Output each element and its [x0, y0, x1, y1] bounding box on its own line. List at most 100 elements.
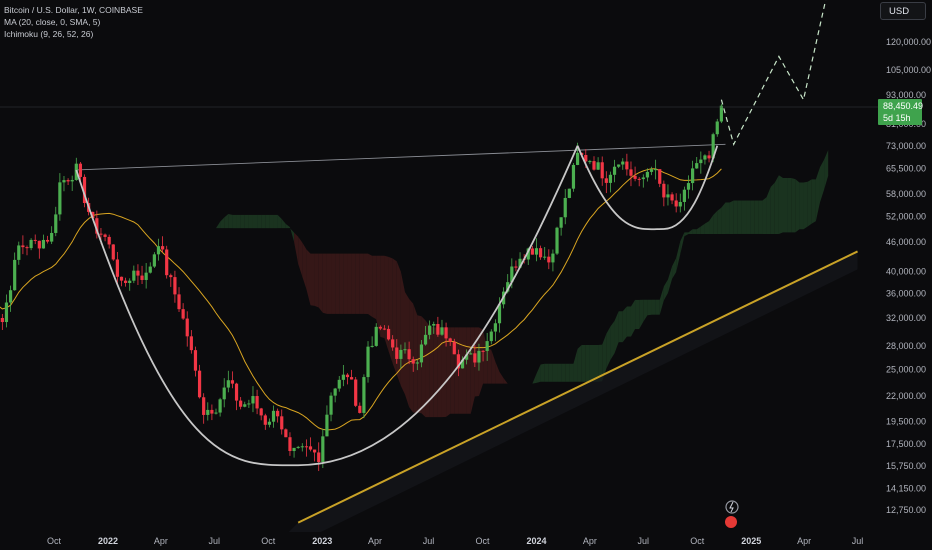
candle-body — [658, 169, 662, 184]
candle-body — [66, 180, 70, 182]
time-axis-labels: Oct 2022 Apr Jul Oct 2023 Apr Jul Oct 2024 Apr Jul O… — [47, 536, 863, 546]
cloud-segment — [700, 223, 705, 234]
candle-body — [592, 161, 596, 170]
candle-body — [202, 397, 206, 415]
candle-body — [391, 339, 395, 348]
candle-body — [555, 227, 559, 254]
cloud-segment — [339, 253, 344, 314]
cloud-segment — [680, 232, 685, 255]
candle-body — [325, 414, 329, 437]
candle-body — [226, 380, 230, 388]
candle-body — [645, 171, 650, 178]
candle-body — [222, 387, 226, 400]
ichimoku-indicator-label[interactable]: Ichimoku (9, 26, 52, 26) — [4, 29, 94, 39]
cloud-segment — [322, 253, 327, 314]
candle-body — [29, 239, 33, 249]
cloud-segment — [487, 348, 492, 384]
candle-body — [292, 447, 296, 452]
resistance-line[interactable] — [76, 143, 726, 171]
candle-body — [259, 408, 263, 416]
candle-body — [345, 374, 350, 378]
cloud-segment — [400, 271, 405, 395]
last-price-tag: 88,450.49 5d 15h — [878, 99, 923, 125]
candle-body — [0, 318, 4, 323]
price-tick-label: 73,000.00 — [886, 141, 926, 151]
candle-body — [637, 178, 641, 180]
candle-body — [337, 379, 341, 389]
candle-body — [571, 164, 576, 189]
cloud-segment — [573, 348, 578, 382]
candle-body — [45, 239, 50, 242]
trend-channel-fill — [270, 251, 858, 550]
candle-body — [399, 349, 403, 359]
candle-body — [17, 245, 21, 260]
projection-path[interactable] — [720, 0, 828, 146]
cloud-segment — [380, 255, 385, 339]
price-axis[interactable] — [878, 0, 932, 550]
time-tick-label: 2022 — [98, 536, 118, 546]
cloud-segment — [709, 215, 714, 234]
cloud-segment — [265, 214, 270, 229]
candle-body — [691, 168, 695, 184]
time-axis[interactable] — [0, 532, 878, 550]
rising-trendline[interactable] — [297, 250, 858, 524]
cloud-segment — [261, 214, 266, 229]
ichimoku-cloud — [92, 150, 829, 418]
ma-indicator-label[interactable]: MA (20, close, 0, SMA, 5) — [4, 17, 101, 27]
symbol-title[interactable]: Bitcoin / U.S. Dollar, 1W, COINBASE — [4, 5, 143, 15]
price-tick-label: 19,500.00 — [886, 416, 926, 426]
cloud-segment — [758, 200, 763, 234]
candle-body — [25, 247, 29, 249]
candle-body — [239, 400, 243, 407]
candle-body — [160, 246, 165, 250]
candle-body — [263, 415, 267, 425]
cloud-segment — [602, 333, 607, 382]
cloud-segment — [310, 253, 315, 306]
candle-body — [181, 309, 185, 319]
lightning-event-icon[interactable] — [725, 500, 739, 514]
cloud-segment — [676, 241, 681, 273]
candle-body — [354, 379, 358, 406]
earnings-event-icon[interactable] — [725, 516, 737, 528]
cup-arc[interactable] — [75, 145, 579, 467]
time-tick-label: Apr — [797, 536, 811, 546]
candle-body — [415, 362, 419, 364]
candle-body — [432, 323, 436, 326]
cloud-segment — [257, 214, 262, 229]
cloud-segment — [589, 345, 594, 382]
cloud-segment — [803, 181, 808, 230]
cloud-segment — [692, 229, 697, 234]
cloud-segment — [314, 253, 319, 308]
candle-body — [13, 259, 17, 291]
currency-button[interactable]: USD — [880, 2, 926, 20]
candle-body — [621, 161, 625, 165]
event-icons[interactable] — [725, 500, 739, 528]
candle-body — [428, 325, 432, 335]
cloud-segment — [294, 232, 299, 264]
price-tick-label: 14,150.00 — [886, 483, 926, 493]
cloud-segment — [343, 253, 348, 314]
handle-arc[interactable] — [576, 145, 719, 231]
cloud-segment — [474, 327, 479, 397]
cloud-segment — [540, 363, 545, 382]
candle-body — [37, 240, 41, 249]
time-tick-label: Jul — [638, 536, 650, 546]
cloud-segment — [462, 327, 467, 414]
cup-and-handle-arcs — [75, 0, 828, 467]
candle-body — [419, 344, 424, 363]
price-tick-label: 32,000.00 — [886, 313, 926, 323]
cloud-segment — [713, 210, 718, 234]
cloud-segment — [228, 214, 233, 229]
cloud-segment — [643, 299, 648, 322]
candle-body — [423, 334, 428, 345]
candle-body — [193, 350, 198, 371]
candle-body — [711, 134, 715, 159]
cloud-segment — [622, 306, 627, 343]
price-tick-label: 36,000.00 — [886, 288, 926, 298]
candle-body — [510, 266, 514, 283]
candle-body — [456, 354, 461, 369]
time-tick-label: Oct — [47, 536, 62, 546]
candle-body — [50, 232, 54, 242]
chart-legend: Bitcoin / U.S. Dollar, 1W, COINBASE MA (… — [4, 4, 143, 40]
